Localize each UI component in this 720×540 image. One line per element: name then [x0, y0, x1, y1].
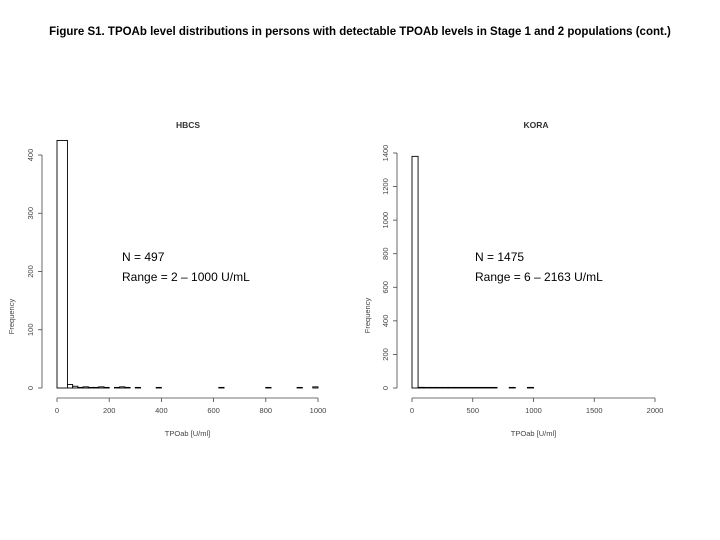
- hbcs-histogram-bar: [119, 386, 126, 389]
- hbcs-range-annotation: Range = 2 – 1000 U/mL: [122, 270, 250, 284]
- hbcs-x-tick-label: 600: [207, 406, 220, 415]
- kora-x-tick-label: 1000: [525, 406, 542, 415]
- kora-histogram-bar: [429, 386, 437, 389]
- kora-x-tick-label: 1500: [586, 406, 603, 415]
- kora-chart-title: KORA: [523, 120, 548, 130]
- hbcs-histogram-bar: [296, 386, 303, 389]
- hbcs-histogram-bar: [98, 386, 105, 389]
- hbcs-y-tick-label: 400: [26, 149, 35, 162]
- hbcs-histogram-bar: [312, 386, 319, 389]
- kora-x-tick-label: 2000: [647, 406, 664, 415]
- hbcs-y-tick-label: 0: [26, 386, 35, 390]
- kora-histogram-bar: [454, 386, 498, 389]
- kora-histogram-bar: [417, 386, 425, 389]
- kora-y-tick-label: 1000: [381, 212, 390, 229]
- kora-histogram-bar: [441, 386, 449, 389]
- hbcs-x-tick-label: 200: [103, 406, 116, 415]
- kora-y-axis-label: Frequency: [363, 298, 372, 334]
- kora-histogram-bar: [435, 386, 443, 389]
- kora-y-tick-label: 800: [381, 247, 390, 260]
- hbcs-histogram-bar: [124, 386, 131, 389]
- kora-y-tick-label: 400: [381, 315, 390, 328]
- kora-y-tick-label: 1200: [381, 178, 390, 195]
- hbcs-x-tick-label: 400: [155, 406, 168, 415]
- hbcs-histogram-bar: [77, 386, 84, 389]
- figure-title: Figure S1. TPOAb level distributions in …: [49, 26, 671, 38]
- hbcs-histogram-bar: [155, 386, 162, 389]
- hbcs-histogram-bar: [113, 386, 121, 389]
- hbcs-chart-title: HBCS: [176, 120, 200, 130]
- hbcs-histogram-bar: [218, 386, 225, 389]
- kora-y-tick-label: 600: [381, 281, 390, 294]
- kora-x-tick-label: 500: [466, 406, 479, 415]
- kora-histogram-bar: [526, 386, 534, 389]
- hbcs-y-tick-label: 100: [26, 323, 35, 336]
- hbcs-histogram-bar: [87, 386, 94, 389]
- hbcs-x-axis-label: TPOab [U/ml]: [165, 429, 210, 438]
- kora-n-annotation: N = 1475: [475, 250, 525, 264]
- kora-y-tick-label: 1400: [381, 145, 390, 162]
- hbcs-histogram-bar: [56, 139, 68, 389]
- kora-y-tick-label: 200: [381, 348, 390, 361]
- kora-histogram-bar: [423, 386, 431, 389]
- hbcs-histogram-bar: [93, 386, 100, 389]
- kora-x-tick-label: 0: [410, 406, 414, 415]
- hbcs-n-annotation: N = 497: [122, 250, 165, 264]
- hbcs-y-tick-label: 300: [26, 207, 35, 220]
- hbcs-y-axis-label: Frequency: [7, 299, 16, 335]
- hbcs-histogram-bar: [72, 385, 79, 389]
- hbcs-histogram-bar: [66, 384, 74, 389]
- hbcs-x-tick-label: 0: [55, 406, 59, 415]
- kora-range-annotation: Range = 6 – 2163 U/mL: [475, 270, 603, 284]
- hbcs-histogram-bar: [82, 386, 89, 389]
- hbcs-x-tick-label: 800: [260, 406, 273, 415]
- kora-histogram-bar: [448, 386, 455, 389]
- hbcs-histogram-bar: [134, 386, 141, 389]
- hbcs-y-tick-label: 200: [26, 265, 35, 278]
- kora-histogram-bar: [508, 386, 516, 389]
- hbcs-histogram-bar: [103, 386, 110, 389]
- kora-x-axis-label: TPOab [U/ml]: [511, 429, 556, 438]
- hbcs-x-tick-label: 1000: [310, 406, 327, 415]
- hbcs-histogram-bar: [265, 386, 272, 389]
- kora-y-tick-label: 0: [381, 386, 390, 390]
- kora-histogram-bar: [411, 155, 419, 389]
